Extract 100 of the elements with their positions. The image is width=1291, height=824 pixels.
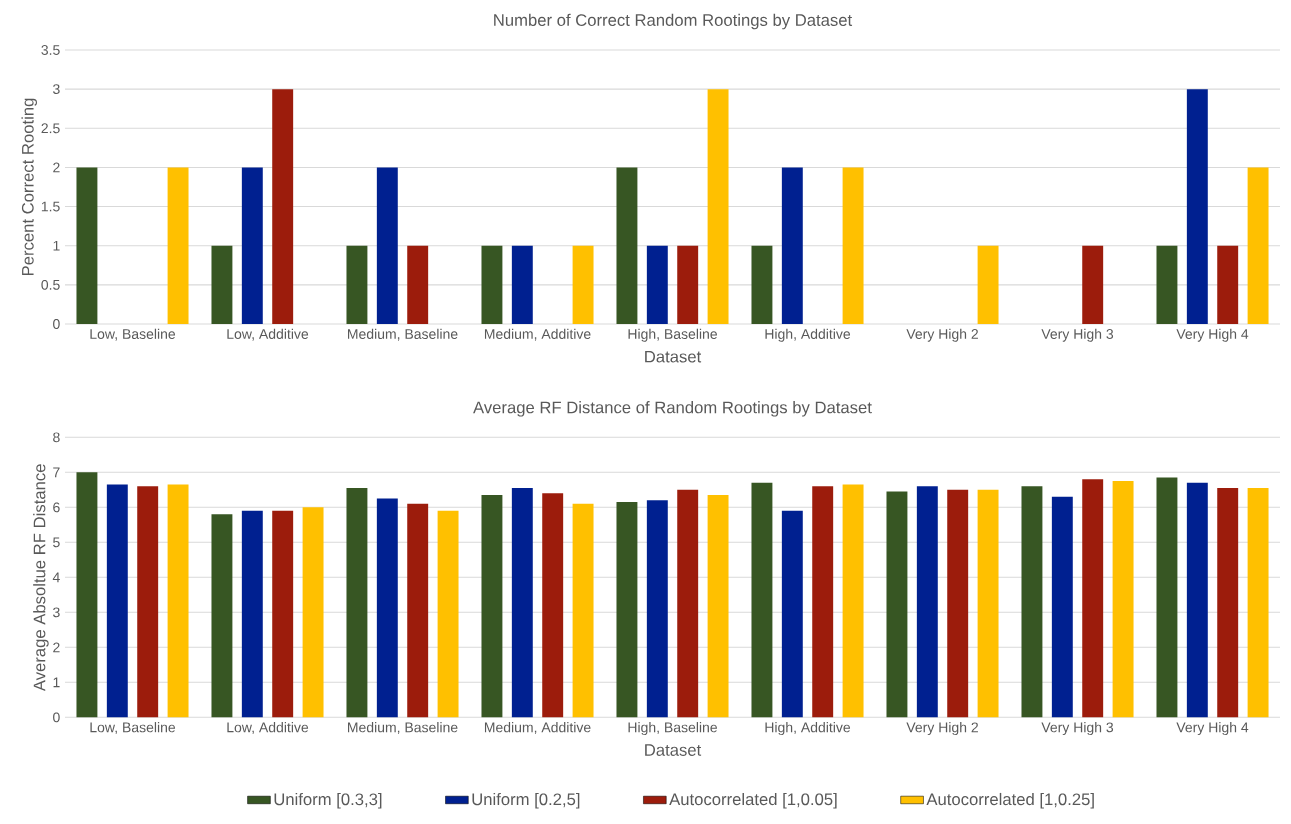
bar [76, 472, 98, 718]
legend-label: Autocorrelated [1,0.25] [926, 792, 1094, 809]
bar [1247, 488, 1269, 718]
bar [542, 493, 564, 718]
bar [751, 482, 773, 718]
y-axis-title: Average Absoltue RF Distance [33, 464, 49, 692]
bar [511, 245, 533, 324]
bar [76, 167, 98, 324]
bar [302, 507, 324, 718]
y-tick-label: 2.5 [41, 123, 60, 134]
y-tick-label: 1 [53, 240, 60, 251]
bar [1156, 245, 1178, 324]
y-tick-label: 0 [53, 712, 60, 723]
bar [407, 503, 429, 718]
bar [977, 245, 999, 324]
bar [616, 502, 638, 718]
x-tick-label: Very High 4 [1176, 722, 1249, 736]
x-tick-label: High, Baseline [628, 328, 717, 342]
x-tick-label: Very High 3 [1041, 722, 1114, 736]
bar [707, 89, 729, 324]
x-tick-label: Low, Baseline [90, 722, 176, 734]
y-tick-label: 4 [52, 572, 60, 583]
bar [481, 245, 503, 324]
bar [677, 489, 699, 718]
bar [977, 489, 999, 718]
bar [1186, 89, 1208, 324]
y-tick-label: 1 [53, 677, 60, 688]
x-tick-label: Very High 4 [1176, 328, 1249, 342]
x-tick-label: High, Additive [765, 328, 851, 342]
bar [616, 167, 638, 324]
y-tick-label: 5 [53, 537, 60, 548]
bar [1082, 245, 1104, 324]
bar [241, 167, 263, 324]
x-axis-title: Dataset [645, 350, 702, 363]
bar [211, 245, 233, 324]
x-tick-label: Medium, Additive [484, 722, 591, 734]
x-tick-label: Medium, Baseline [348, 328, 458, 341]
legend-label: Uniform [0.2,5] [472, 792, 580, 809]
bar [572, 245, 594, 324]
bar [916, 486, 938, 718]
x-tick-label: Very High 2 [906, 328, 978, 342]
bar [211, 514, 233, 718]
bar [437, 510, 459, 718]
x-tick-label: Medium, Baseline [348, 722, 458, 734]
bar [407, 245, 429, 324]
y-axis-title: Percent Correct Rooting [21, 98, 37, 276]
x-tick-label: Low, Baseline [90, 328, 176, 341]
x-axis-title: Dataset [645, 744, 702, 756]
bar [481, 495, 503, 718]
bar [947, 489, 969, 718]
x-tick-label: Very High 3 [1041, 328, 1114, 342]
bar [241, 510, 263, 718]
bar [376, 167, 398, 324]
bar [1217, 488, 1239, 718]
bar [1217, 245, 1239, 324]
bar [167, 484, 189, 718]
bar [812, 486, 834, 718]
x-tick-label: Very High 2 [906, 722, 978, 736]
y-tick-label: 2 [53, 642, 60, 653]
bar [751, 245, 773, 324]
bar [1082, 479, 1104, 718]
legend-label: Uniform [0.3,3] [274, 792, 382, 809]
bar [572, 503, 594, 718]
y-tick-label: 3.5 [41, 45, 60, 55]
bar [376, 498, 398, 718]
y-tick-label: 0 [53, 319, 60, 329]
y-tick-label: 8 [53, 432, 60, 443]
bar [886, 491, 908, 718]
y-tick-label: 6 [53, 502, 60, 513]
y-tick-label: 3 [53, 607, 60, 618]
bar [842, 167, 864, 324]
bar [646, 500, 668, 718]
x-tick-label: Low, Additive [227, 328, 309, 341]
bar [106, 484, 128, 718]
bar [1247, 167, 1269, 324]
legend-label: Autocorrelated [1,0.05] [669, 792, 837, 809]
bar [137, 486, 159, 718]
bar [346, 245, 368, 324]
bar [1186, 482, 1208, 718]
bar [842, 484, 864, 718]
bar [1156, 477, 1178, 718]
chart-title: Average RF Distance of Random Rootings by Dataset [473, 401, 872, 417]
bar [707, 495, 729, 718]
chart-title: Number of Correct Random Rootings by Dataset [494, 13, 853, 30]
x-tick-label: Medium, Additive [484, 328, 591, 341]
bar [511, 488, 533, 718]
bar [1051, 496, 1073, 718]
x-tick-label: High, Baseline [628, 722, 717, 736]
x-tick-label: Low, Additive [227, 722, 309, 734]
bar [167, 167, 189, 324]
bar [781, 510, 803, 718]
bar [677, 245, 699, 324]
bar [346, 488, 368, 718]
bar [1112, 481, 1134, 718]
bar [272, 89, 294, 324]
y-tick-label: 0.5 [41, 279, 60, 290]
x-tick-label: High, Additive [765, 722, 851, 736]
y-tick-label: 1.5 [41, 201, 60, 212]
bar [272, 510, 294, 718]
y-tick-label: 7 [53, 467, 60, 478]
